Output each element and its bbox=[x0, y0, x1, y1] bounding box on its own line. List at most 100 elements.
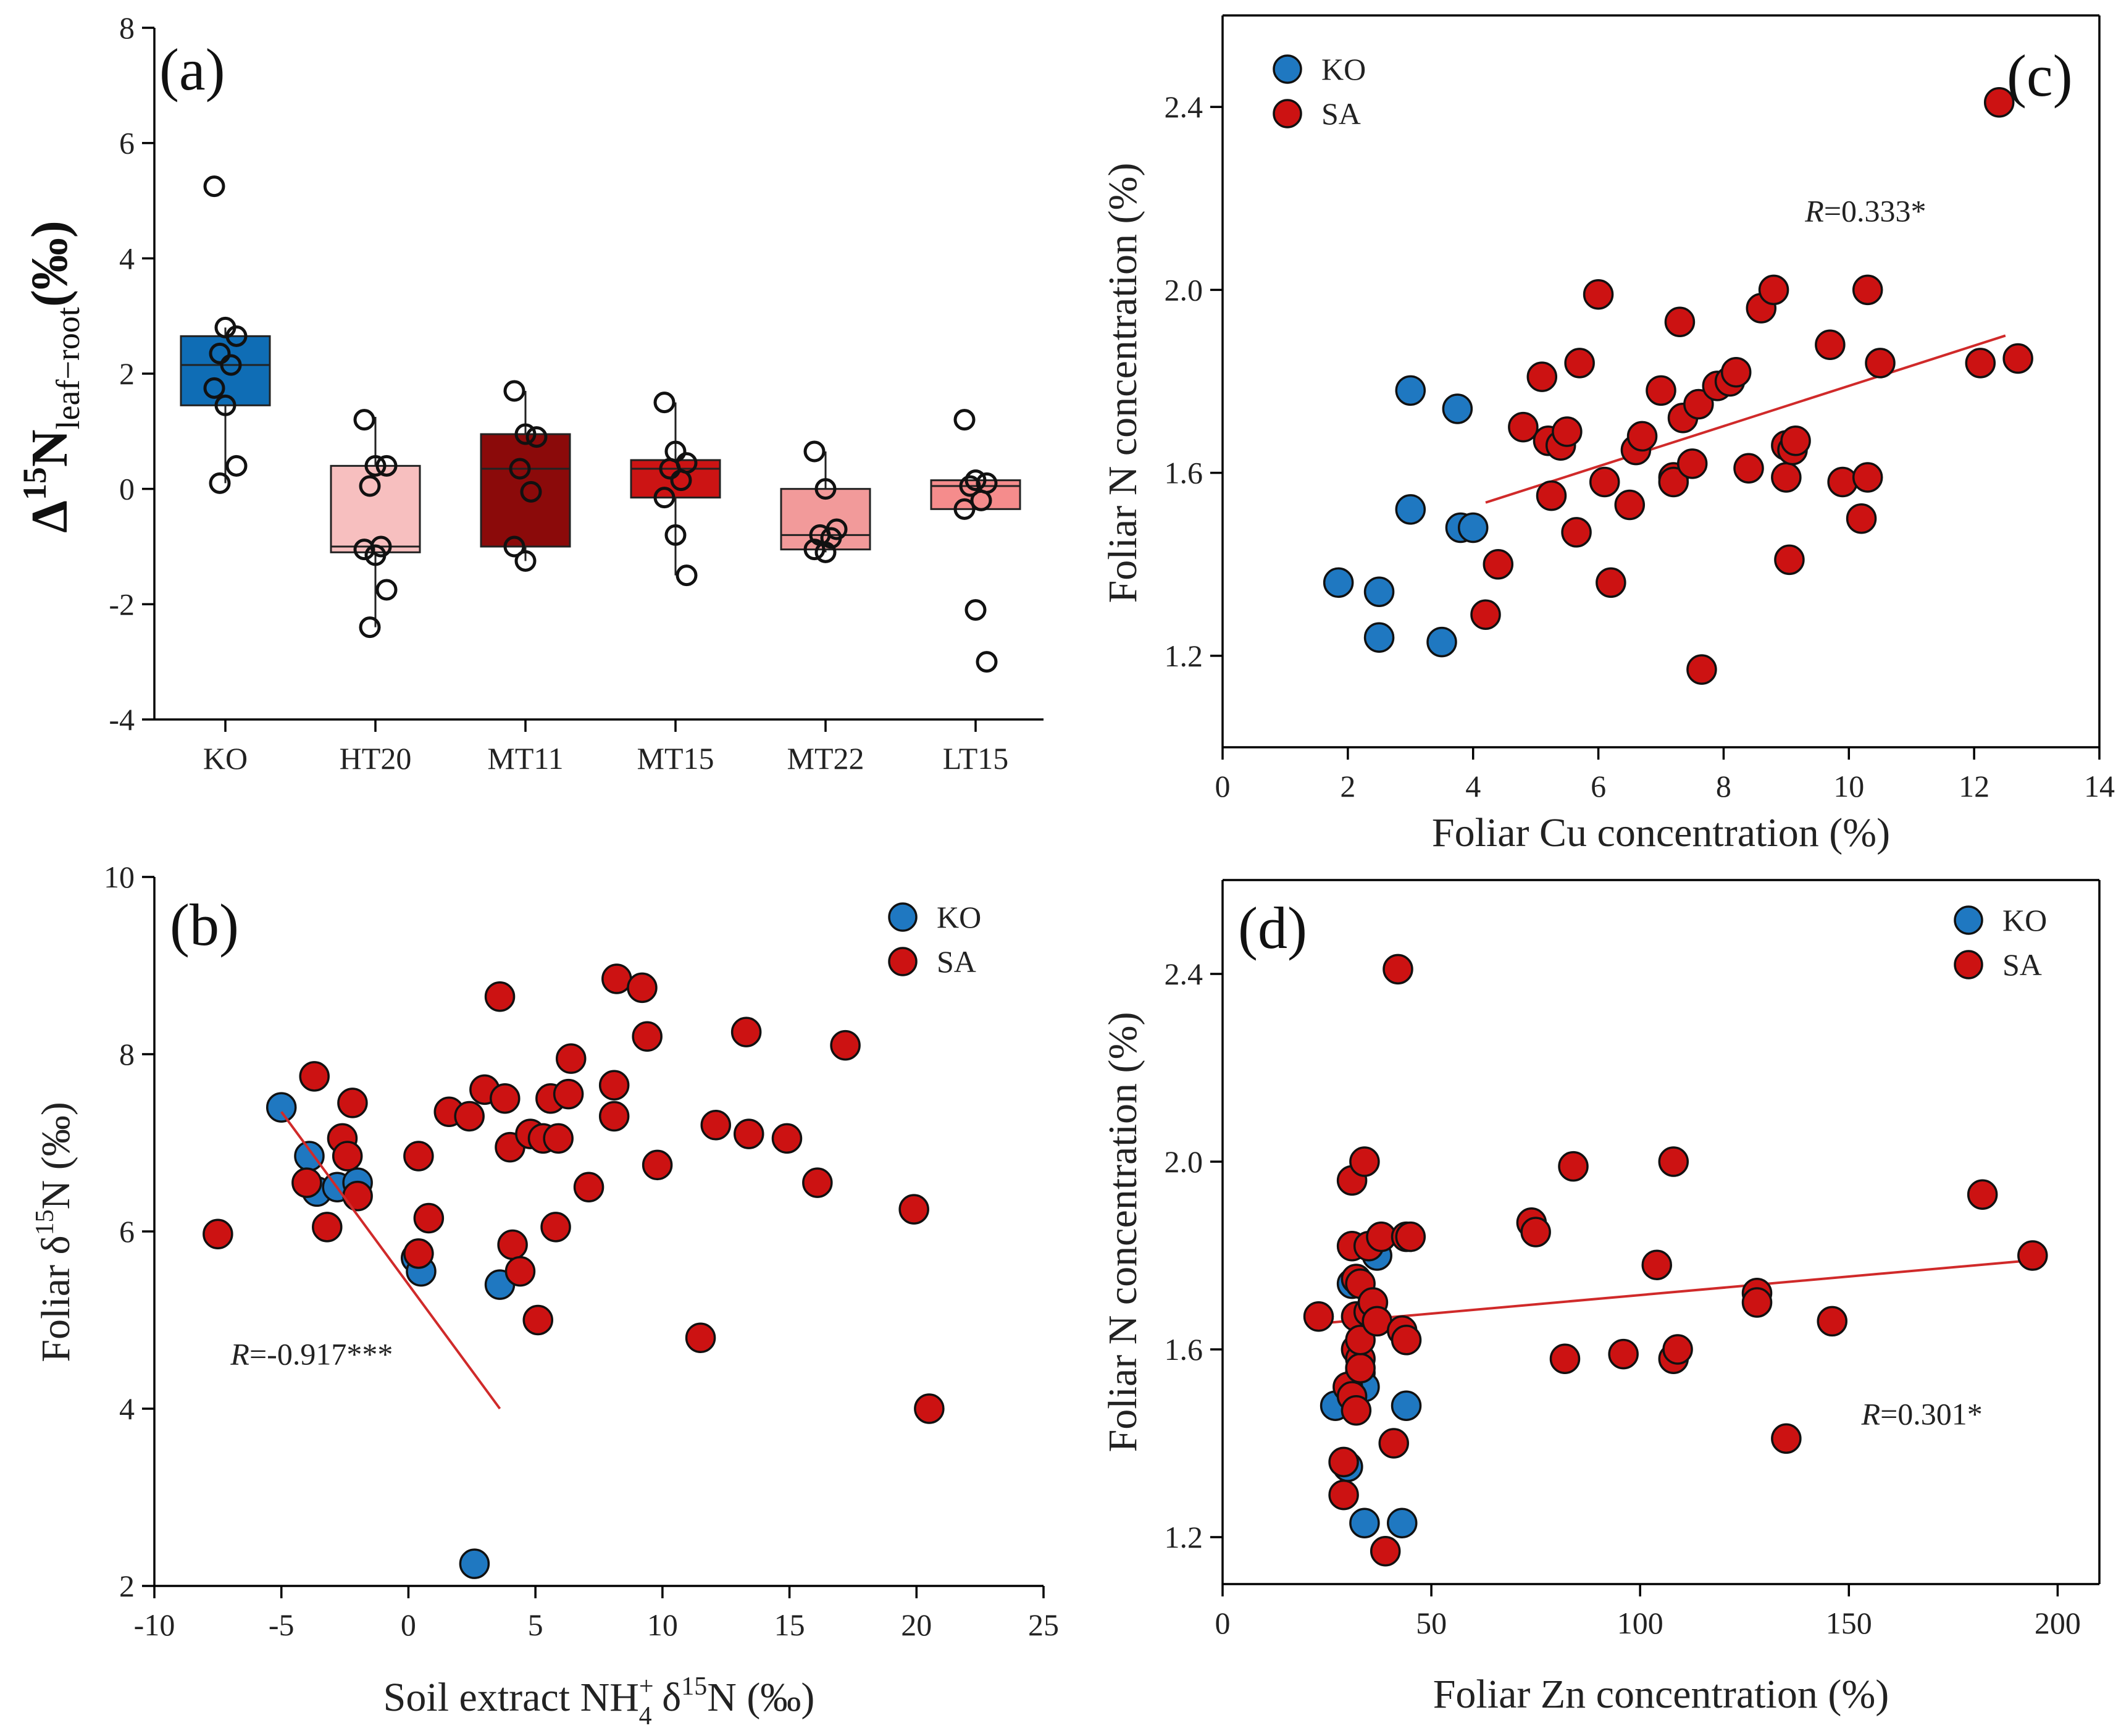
point-sa bbox=[1758, 274, 1789, 306]
x-tick-label: 20 bbox=[901, 1608, 932, 1642]
panel-b-x-axis-title: Soil extract NH+ 4 δ15N (‰) bbox=[383, 1672, 815, 1730]
point-sa bbox=[1328, 1479, 1359, 1511]
point-sa bbox=[914, 1393, 945, 1424]
point-ko bbox=[1391, 1390, 1422, 1421]
y-tick-label: -2 bbox=[109, 587, 135, 621]
point-sa bbox=[601, 963, 632, 994]
panel-d-annotation: R=0.301* bbox=[1861, 1397, 1983, 1432]
point-sa bbox=[1771, 1423, 1802, 1454]
panel-b: 2 4 6 8 10 -10 -5 0 5 10 15 20 25 (b) R=-0.917*** K… bbox=[31, 860, 1059, 1730]
point-ko bbox=[459, 1548, 490, 1579]
point-mt15 bbox=[659, 458, 681, 480]
x-tick-label: 4 bbox=[1465, 769, 1481, 803]
x-tick-label: 6 bbox=[1591, 769, 1606, 803]
point-mt11 bbox=[525, 426, 548, 448]
point-ht20 bbox=[364, 455, 387, 477]
point-sa bbox=[1341, 1395, 1372, 1426]
panel-c-x-axis-title: Foliar Cu concentration (%) bbox=[1432, 810, 1890, 855]
point-sa bbox=[1536, 480, 1567, 511]
point-sa bbox=[403, 1238, 434, 1269]
point-sa bbox=[299, 1061, 330, 1092]
x-tick-label: 15 bbox=[774, 1608, 805, 1642]
legend-label-ko: KO bbox=[1321, 52, 1366, 86]
point-ko bbox=[294, 1141, 325, 1172]
point-ht20 bbox=[353, 539, 375, 561]
panel-d-y-axis-title: Foliar N concentration (%) bbox=[1100, 1012, 1145, 1453]
y-tick-label: 2.4 bbox=[1165, 90, 1203, 124]
point-sa bbox=[1641, 1249, 1672, 1280]
point-sa bbox=[1391, 1325, 1422, 1356]
point-sa bbox=[1967, 1179, 1998, 1210]
point-sa bbox=[1614, 489, 1646, 521]
panel-a-label: (a) bbox=[159, 36, 225, 103]
point-ko bbox=[209, 342, 231, 364]
point-ko bbox=[225, 455, 248, 477]
y-tick-label: 6 bbox=[119, 126, 135, 161]
point-sa bbox=[342, 1180, 373, 1212]
point-sa bbox=[1664, 306, 1696, 337]
panel-b-legend: KO SA bbox=[888, 900, 981, 979]
x-tick-label: MT22 bbox=[787, 741, 864, 776]
point-sa bbox=[1683, 388, 1714, 420]
point-sa bbox=[312, 1212, 343, 1243]
panel-b-label: (b) bbox=[170, 892, 239, 958]
x-tick-label: 0 bbox=[1215, 769, 1231, 803]
panel-c-label: (c) bbox=[2007, 43, 2073, 109]
point-sa bbox=[540, 1212, 571, 1243]
x-tick-label: HT20 bbox=[340, 741, 412, 776]
point-sa bbox=[771, 1123, 803, 1154]
panel-d-y-ticks: 1.2 1.6 2.0 2.4 bbox=[1165, 957, 1223, 1554]
point-mt15 bbox=[664, 524, 687, 546]
point-sa bbox=[1370, 1536, 1401, 1567]
point-sa bbox=[1780, 426, 1811, 456]
box-mt11 bbox=[480, 433, 571, 548]
panel-c-y-axis-title: Foliar N concentration (%) bbox=[1100, 163, 1145, 603]
point-sa bbox=[1720, 356, 1752, 388]
y-tick-label: 8 bbox=[119, 1037, 135, 1071]
panel-a-y-ticks: -4 -2 0 2 4 6 8 bbox=[109, 10, 154, 737]
y-tick-label: 1.2 bbox=[1165, 639, 1203, 673]
point-sa bbox=[1658, 1146, 1689, 1177]
panel-d-fit-line bbox=[1318, 1259, 2033, 1325]
point-sa bbox=[1561, 517, 1592, 548]
point-sa bbox=[203, 1218, 233, 1250]
point-mt15 bbox=[670, 469, 692, 492]
x-tick-label: 0 bbox=[1215, 1606, 1231, 1640]
point-lt15 bbox=[959, 475, 981, 497]
point-mt22 bbox=[803, 440, 826, 463]
point-ht20 bbox=[375, 579, 398, 601]
legend-marker-ko bbox=[1954, 905, 1983, 935]
x-tick-label: 5 bbox=[528, 1608, 543, 1642]
point-lt15 bbox=[976, 651, 998, 673]
point-sa bbox=[1349, 1146, 1380, 1177]
point-sa bbox=[543, 1123, 574, 1154]
point-ko bbox=[1363, 622, 1395, 653]
point-ko bbox=[1426, 626, 1457, 658]
point-sa bbox=[1378, 1428, 1409, 1459]
y-tick-label: 2.0 bbox=[1165, 1144, 1203, 1179]
panel-b-y-axis-title: Foliar δ15N (‰) bbox=[31, 1102, 78, 1362]
point-sa bbox=[1552, 416, 1583, 447]
panel-a-x-ticks: KO HT20 MT11 MT15 MT22 LT15 bbox=[203, 719, 1008, 776]
panel-d-points bbox=[1303, 954, 2048, 1567]
point-sa bbox=[1395, 1221, 1426, 1252]
point-sa bbox=[2017, 1240, 2048, 1271]
y-tick-label: 4 bbox=[119, 1391, 135, 1426]
point-sa bbox=[1549, 1343, 1581, 1374]
legend-marker-sa bbox=[1273, 99, 1302, 128]
point-mt22 bbox=[814, 541, 837, 563]
point-ko bbox=[1387, 1507, 1418, 1538]
y-tick-label: 1.2 bbox=[1165, 1520, 1203, 1554]
point-ko bbox=[1442, 393, 1473, 424]
panel-b-x-ticks: -10 -5 0 5 10 15 20 25 bbox=[134, 1586, 1059, 1642]
point-sa bbox=[1558, 1151, 1589, 1182]
point-sa bbox=[1508, 411, 1539, 443]
panel-c: 1.2 1.6 2.0 2.4 0 2 4 6 8 10 12 14 (c) R=0.333* KO… bbox=[1100, 14, 2115, 855]
point-sa bbox=[598, 1070, 630, 1101]
point-mt22 bbox=[814, 478, 837, 500]
x-tick-label: LT15 bbox=[943, 741, 1009, 776]
y-tick-label: 10 bbox=[104, 860, 135, 894]
point-sa bbox=[802, 1167, 833, 1198]
point-sa bbox=[1520, 1217, 1551, 1247]
panel-b-y-ticks: 2 4 6 8 10 bbox=[104, 860, 154, 1603]
